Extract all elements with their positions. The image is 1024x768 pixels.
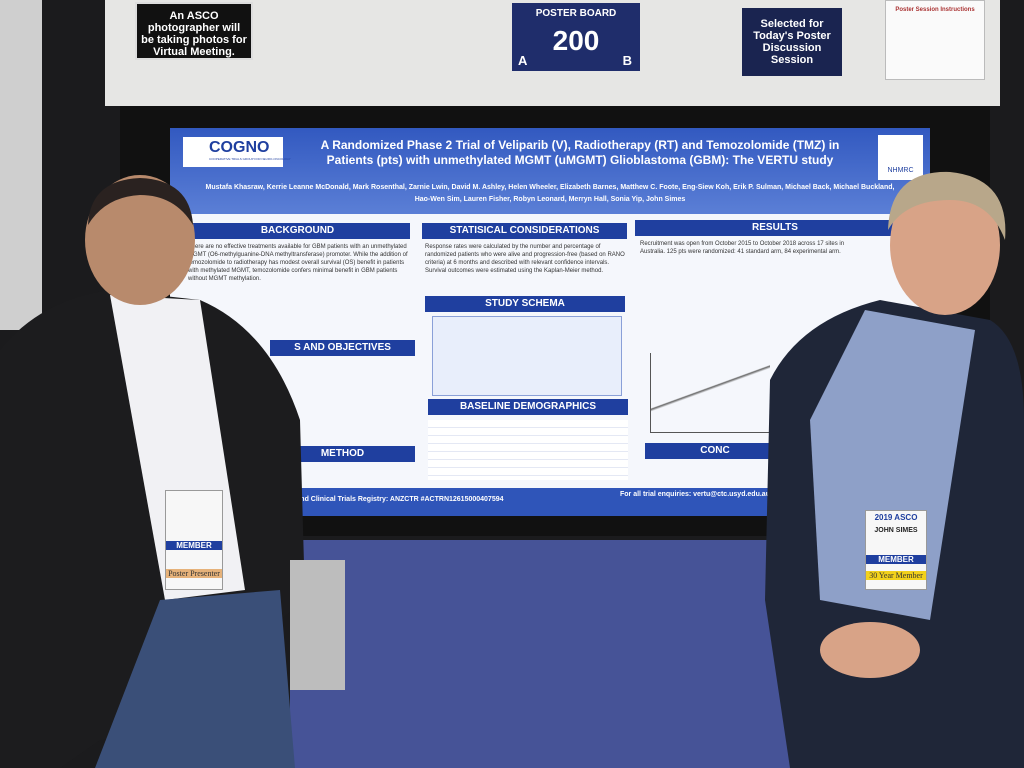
right-badge: 2019 ASCO JOHN SIMES MEMBER 30 Year Memb… <box>865 510 927 590</box>
pillar <box>0 0 42 330</box>
right-person-hair <box>888 171 1006 240</box>
km-plot <box>650 353 770 433</box>
enquiries: For all trial enquiries: vertu@ctc.usyd.… <box>620 491 770 498</box>
funder-text: NHMRC <box>887 167 914 174</box>
section-header: STUDY SCHEMA <box>425 296 625 312</box>
demographics-table <box>428 420 628 480</box>
left-person-jeans <box>95 590 295 768</box>
instructions-title: Poster Session Instructions <box>895 7 975 13</box>
sign-text: An ASCO photographer will be taking phot… <box>141 10 247 58</box>
left-badge: MEMBER Poster Presenter <box>165 490 223 590</box>
side-a: A <box>518 53 528 68</box>
registry: w Zealand Clinical Trials Registry: ANZC… <box>275 496 504 503</box>
selected-sign: Selected for Today's Poster Discussion S… <box>742 8 842 76</box>
badge-role: Poster Presenter <box>166 569 222 578</box>
section-header: BACKGROUND <box>185 223 410 239</box>
section-text: There are no effective treatments availa… <box>188 244 408 282</box>
instructions: Poster Session Instructions <box>885 0 985 80</box>
photographer-sign: An ASCO photographer will be taking phot… <box>135 2 253 60</box>
badge-role: 30 Year Member <box>866 571 926 580</box>
section-header: METHOD <box>270 446 415 462</box>
poster-header <box>170 128 930 214</box>
logo-sub: COOPERATIVE TRIALS GROUP FOR NEURO-ONCOL… <box>209 157 291 161</box>
sign-text: Selected for Today's Poster Discussion S… <box>753 18 831 66</box>
board-label: POSTER BOARD <box>535 8 617 19</box>
left-person-head <box>85 175 195 305</box>
board-sign: POSTER BOARD 200 A B <box>512 3 640 71</box>
funder: NHMRC <box>878 135 923 180</box>
badge-member: MEMBER <box>866 555 926 564</box>
section-text: Recruitment was open from October 2015 t… <box>640 241 845 255</box>
section-header: S AND OBJECTIVES <box>270 340 415 356</box>
badge-year: 2019 ASCO <box>874 513 918 522</box>
section-header: STATISICAL CONSIDERATIONS <box>422 223 627 239</box>
poster-title: A Randomized Phase 2 Trial of Veliparib … <box>320 138 840 167</box>
right-person-shirt <box>810 310 975 620</box>
chair <box>290 560 345 690</box>
section-header: BASELINE DEMOGRAPHICS <box>428 399 628 415</box>
badge-name: JOHN SIMES <box>874 527 918 534</box>
carpet <box>290 540 810 768</box>
logo: COGNO COOPERATIVE TRIALS GROUP FOR NEURO… <box>183 137 291 167</box>
left-person-hair <box>88 178 193 225</box>
section-header: RESULTS <box>635 220 915 236</box>
right-person-head <box>890 175 1000 315</box>
schema-diagram <box>432 316 622 396</box>
board-number: 200 <box>552 25 600 56</box>
right-person-hands <box>820 622 920 678</box>
section-text: Response rates were calculated by the nu… <box>425 244 625 274</box>
logo-text: COGNO <box>209 139 270 156</box>
authors: Mustafa Khasraw, Kerrie Leanne McDonald,… <box>205 184 895 203</box>
badge-member: MEMBER <box>166 541 222 550</box>
side-b: B <box>622 53 632 68</box>
section-header: CONC <box>645 443 785 459</box>
